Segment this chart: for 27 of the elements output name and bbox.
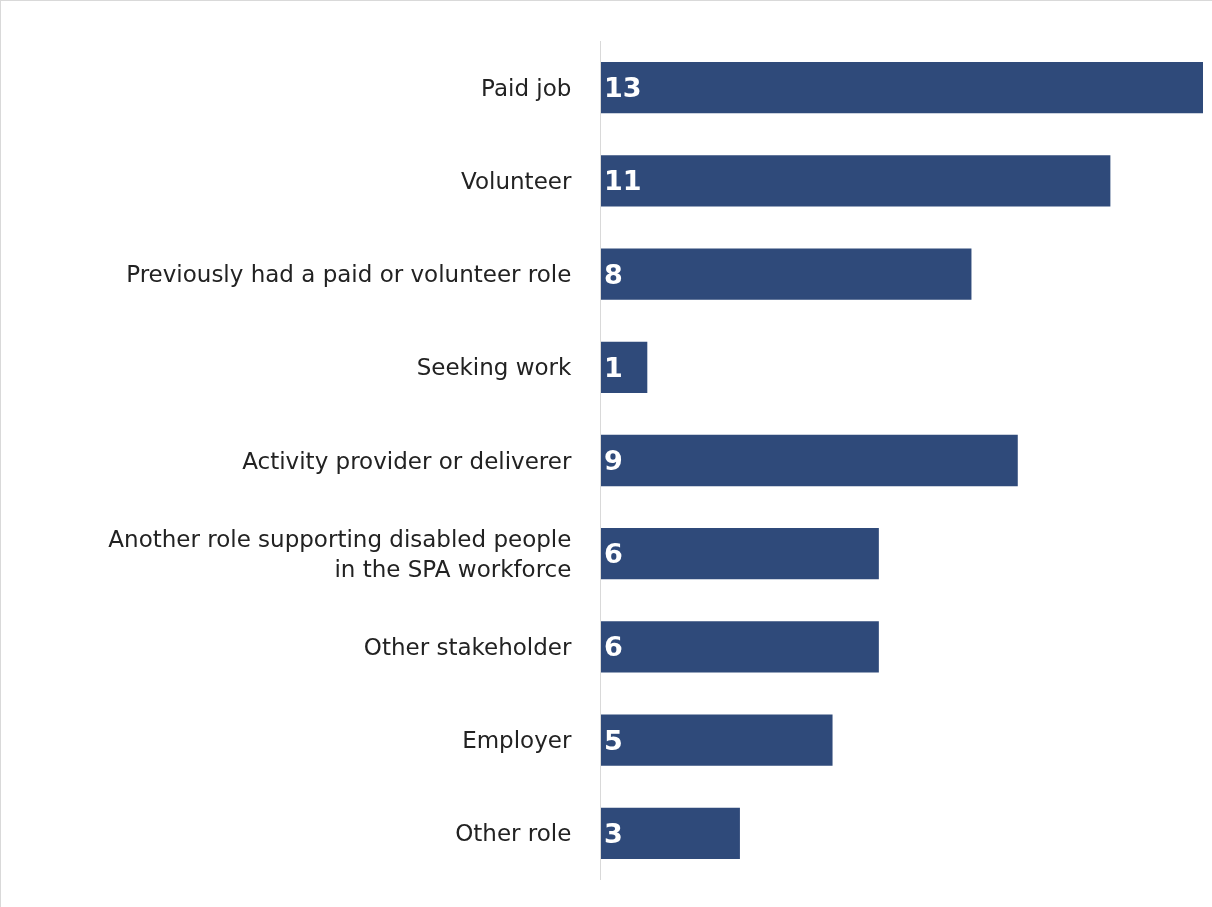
y-tick-label: Previously had a paid or volunteer role	[126, 261, 572, 288]
bar	[601, 155, 1111, 207]
y-tick-label: Another role supporting disabled people in the SPA workforce	[108, 525, 572, 582]
data-label: 11	[604, 165, 642, 197]
bar	[601, 528, 879, 580]
data-label: 3	[604, 817, 623, 849]
y-tick-label: Other role	[455, 820, 572, 847]
bar	[601, 341, 648, 393]
bar	[601, 61, 1203, 114]
data-label: 8	[604, 258, 623, 290]
bar	[601, 621, 879, 673]
data-label: 1	[604, 351, 623, 383]
data-label: 13	[604, 72, 642, 104]
data-label: 6	[604, 538, 623, 570]
y-tick-label: Volunteer	[461, 167, 572, 194]
data-label: 9	[604, 445, 623, 476]
y-tick-label: Activity provider or deliverer	[242, 447, 572, 474]
y-tick-label: Employer	[462, 727, 572, 754]
y-tick-label: Other stakeholder	[363, 633, 572, 660]
bar	[601, 714, 833, 766]
y-tick-label: Paid job	[481, 74, 572, 101]
bar	[601, 434, 1018, 487]
y-tick-label: Seeking work	[416, 354, 573, 381]
data-label: 6	[604, 631, 623, 663]
bar	[601, 248, 972, 300]
bar	[601, 807, 740, 860]
data-label: 5	[604, 724, 623, 756]
